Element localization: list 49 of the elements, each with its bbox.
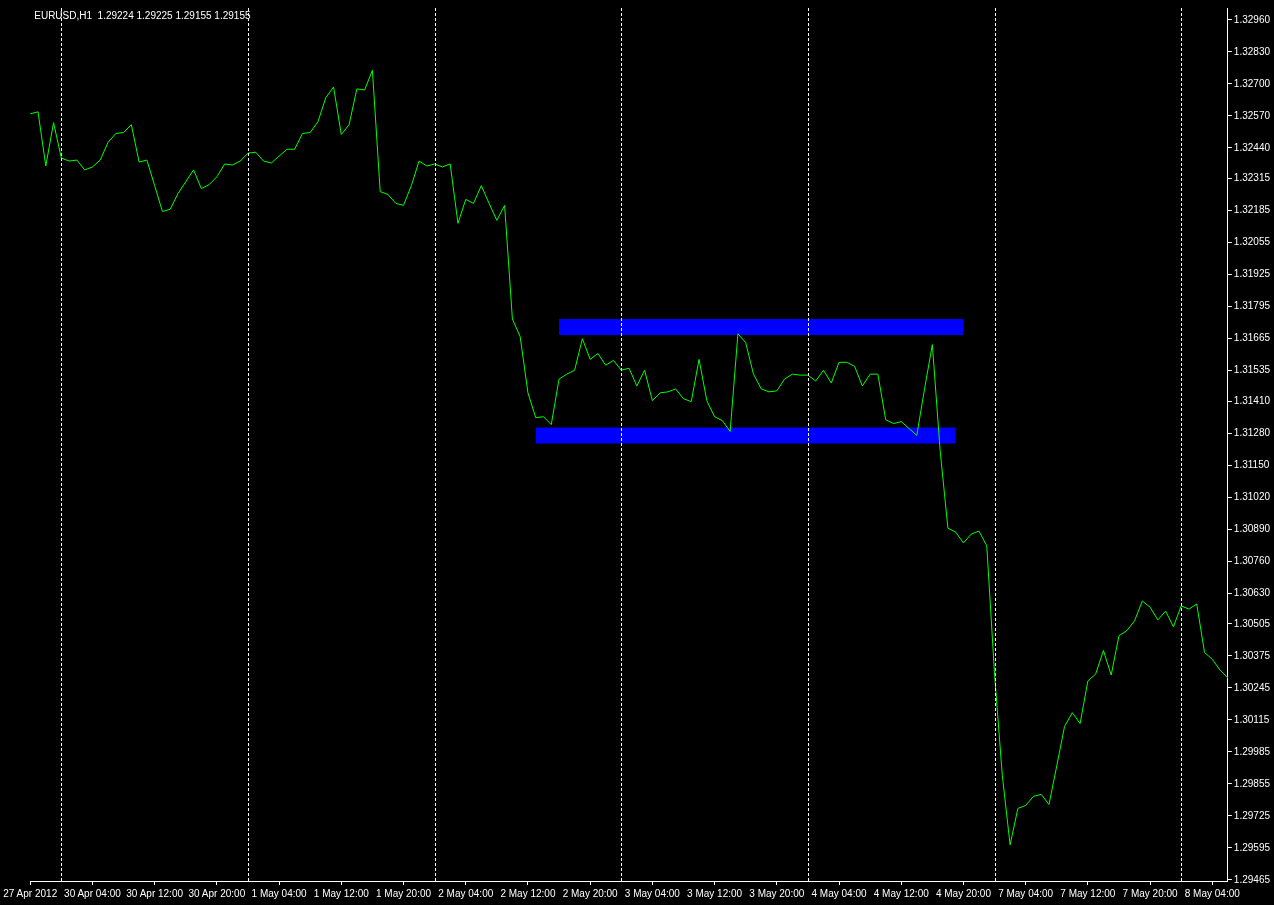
y-tick-label: 1.32315 [1233, 172, 1271, 184]
x-tick-label: 3 May 20:00 [749, 887, 805, 899]
x-tick-label: 4 May 04:00 [811, 887, 867, 899]
y-tick-label: 1.31020 [1233, 490, 1271, 502]
x-tick-label: 30 Apr 20:00 [188, 887, 246, 899]
y-tick-label: 1.31150 [1233, 458, 1270, 470]
y-tick-label: 1.31665 [1233, 332, 1271, 344]
y-tick-label: 1.32960 [1233, 13, 1271, 25]
x-tick-label: 30 Apr 12:00 [126, 887, 184, 899]
y-tick-label: 1.29985 [1233, 745, 1271, 757]
x-tick-label: 2 May 20:00 [562, 887, 619, 899]
y-tick-label: 1.32570 [1233, 109, 1271, 121]
x-tick-label: 2 May 12:00 [500, 887, 556, 899]
y-tick-label: 1.31280 [1233, 426, 1271, 438]
y-tick-label: 1.30245 [1233, 681, 1271, 693]
x-tick-label: 1 May 12:00 [313, 887, 370, 899]
y-tick-label: 1.29725 [1233, 809, 1271, 821]
y-tick-label: 1.32440 [1233, 141, 1271, 153]
x-tick-label: 4 May 20:00 [935, 887, 992, 899]
x-tick-label: 2 May 04:00 [438, 887, 494, 899]
x-tick-label: 7 May 20:00 [1122, 887, 1179, 899]
x-tick-label: 7 May 12:00 [1060, 887, 1116, 899]
x-tick-label: 8 May 04:00 [1184, 887, 1241, 899]
y-tick-label: 1.32185 [1233, 204, 1271, 216]
chart-title: EURUSD,H1 1.29224 1.29225 1.29155 1.29155 [34, 9, 251, 21]
y-tick-label: 1.31535 [1233, 364, 1271, 376]
x-tick-label: 3 May 04:00 [624, 887, 681, 899]
y-tick-label: 1.30375 [1233, 649, 1271, 661]
y-tick-label: 1.30115 [1233, 713, 1270, 725]
x-tick-label: 30 Apr 04:00 [64, 887, 122, 899]
y-tick-label: 1.30630 [1233, 586, 1271, 598]
x-tick-label: 3 May 12:00 [687, 887, 743, 899]
y-tick-label: 1.32055 [1233, 236, 1271, 248]
y-tick-label: 1.32830 [1233, 45, 1271, 57]
y-tick-label: 1.31410 [1233, 394, 1271, 406]
y-tick-label: 1.29595 [1233, 841, 1271, 853]
y-tick-label: 1.32700 [1233, 77, 1271, 89]
x-tick-label: 27 Apr 2012 [3, 887, 58, 899]
y-tick-label: 1.29465 [1233, 873, 1271, 885]
x-tick-label: 7 May 04:00 [998, 887, 1054, 899]
y-tick-label: 1.31795 [1233, 300, 1271, 312]
x-tick-label: 1 May 20:00 [376, 887, 432, 899]
y-tick-label: 1.30890 [1233, 522, 1271, 534]
x-tick-label: 1 May 04:00 [251, 887, 308, 899]
y-tick-label: 1.29855 [1233, 777, 1271, 789]
y-tick-label: 1.30505 [1233, 617, 1271, 629]
y-tick-label: 1.30760 [1233, 554, 1271, 566]
y-tick-label: 1.31925 [1233, 268, 1271, 280]
x-tick-label: 4 May 12:00 [873, 887, 930, 899]
